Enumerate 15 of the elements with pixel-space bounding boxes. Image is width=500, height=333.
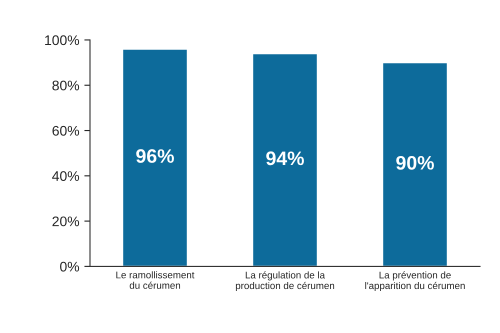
bar [252, 52, 318, 266]
y-tick-label: 100% [45, 35, 80, 46]
y-tick-label: 0% [60, 262, 80, 272]
x-tick-label: Le ramollissement du cérumen [116, 271, 194, 289]
y-tick-label: 80% [52, 80, 80, 90]
x-tick-label: La prévention de l'apparition du cérumen [365, 271, 465, 292]
data-label: 96% [136, 149, 174, 163]
y-tick-label: 40% [52, 171, 80, 181]
x-tick-label: La régulation de la production de cérumen [236, 271, 334, 292]
y-tick-label: 60% [52, 126, 80, 136]
data-label: 94% [266, 151, 304, 166]
data-label: 90% [396, 156, 434, 170]
y-tick-label: 20% [52, 216, 80, 226]
bar [382, 62, 448, 266]
bar [122, 48, 188, 266]
